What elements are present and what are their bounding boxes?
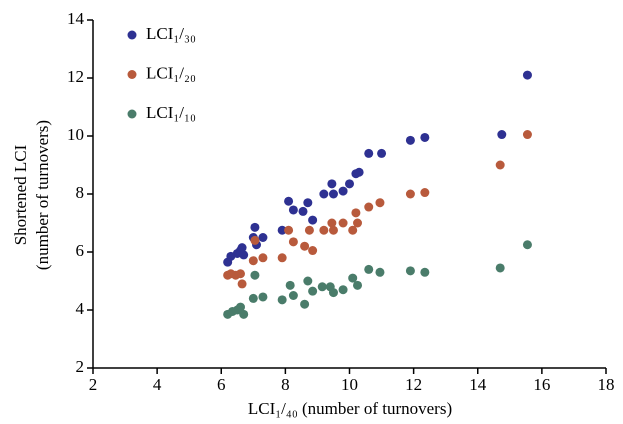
point (364, 148, 374, 158)
point (497, 130, 507, 140)
x-tick-label: 2 (89, 375, 98, 394)
point (284, 225, 294, 235)
point (300, 241, 310, 251)
y-axis-label: Shortened LCI (11, 144, 30, 245)
point (319, 225, 329, 235)
point (308, 246, 318, 256)
legend-label: LCI₁/₃₀ (146, 24, 196, 43)
point (354, 167, 364, 177)
point (277, 253, 287, 263)
point (338, 218, 348, 228)
point (319, 189, 329, 199)
point (328, 225, 338, 235)
point (304, 225, 314, 235)
point (250, 270, 260, 280)
point (303, 276, 313, 286)
point (258, 253, 268, 263)
point (338, 186, 348, 196)
x-tick-label: 4 (153, 375, 162, 394)
point (420, 188, 430, 198)
point (235, 302, 245, 312)
point (239, 250, 249, 260)
point (353, 218, 363, 228)
point (351, 208, 361, 218)
point (248, 256, 258, 266)
point (258, 292, 268, 302)
point (405, 266, 415, 276)
legend-label: LCI₁/₁₀ (146, 103, 196, 122)
point (328, 189, 338, 199)
point (250, 235, 260, 245)
point (300, 299, 310, 309)
point (328, 288, 338, 298)
point (248, 293, 258, 303)
y-tick-label: 4 (76, 299, 85, 318)
point (420, 132, 430, 142)
point (375, 198, 385, 208)
point (250, 222, 260, 232)
point (364, 202, 374, 212)
point (495, 160, 505, 170)
point (288, 291, 298, 300)
point (338, 285, 348, 295)
point (277, 225, 287, 235)
point (284, 196, 294, 206)
x-axis-label: LCI₁/₄₀ (number of turnovers) (248, 399, 452, 418)
point (522, 130, 532, 140)
x-tick-label: 16 (533, 375, 550, 394)
point (353, 280, 363, 290)
y-tick-label: 14 (67, 9, 85, 28)
point (258, 233, 268, 242)
y-tick-label: 6 (76, 241, 85, 260)
legend-marker (127, 70, 137, 79)
point (308, 286, 318, 296)
point (327, 179, 337, 189)
point (348, 225, 358, 235)
x-tick-label: 8 (281, 375, 290, 394)
point (237, 279, 247, 289)
legend-label: LCI₁/₂₀ (146, 63, 196, 82)
point (285, 280, 295, 290)
point (317, 282, 327, 292)
y-tick-label: 12 (67, 67, 84, 86)
x-tick-label: 18 (598, 375, 615, 394)
point (288, 237, 298, 247)
point (375, 267, 385, 277)
y-tick-label: 2 (76, 357, 85, 376)
point (405, 135, 415, 145)
point (405, 189, 415, 199)
x-tick-label: 10 (341, 375, 358, 394)
point (239, 309, 249, 319)
point (237, 243, 247, 253)
point (327, 218, 337, 228)
point (348, 273, 358, 283)
point (308, 215, 318, 225)
point (303, 198, 313, 208)
point (277, 295, 287, 305)
legend-marker (127, 30, 137, 40)
y-tick-label: 10 (67, 125, 84, 144)
x-tick-label: 6 (217, 375, 226, 394)
point (364, 264, 374, 274)
point (345, 179, 354, 189)
point (298, 206, 308, 216)
y-axis-label: (number of turnovers) (33, 120, 52, 270)
point (522, 70, 532, 80)
point (377, 148, 387, 158)
point (235, 269, 245, 279)
x-tick-label: 12 (405, 375, 422, 394)
legend-marker (127, 109, 137, 119)
x-tick-label: 14 (469, 375, 487, 394)
y-tick-label: 8 (76, 183, 85, 202)
point (495, 263, 505, 273)
point (522, 240, 532, 250)
point (420, 267, 430, 277)
point (288, 205, 298, 215)
